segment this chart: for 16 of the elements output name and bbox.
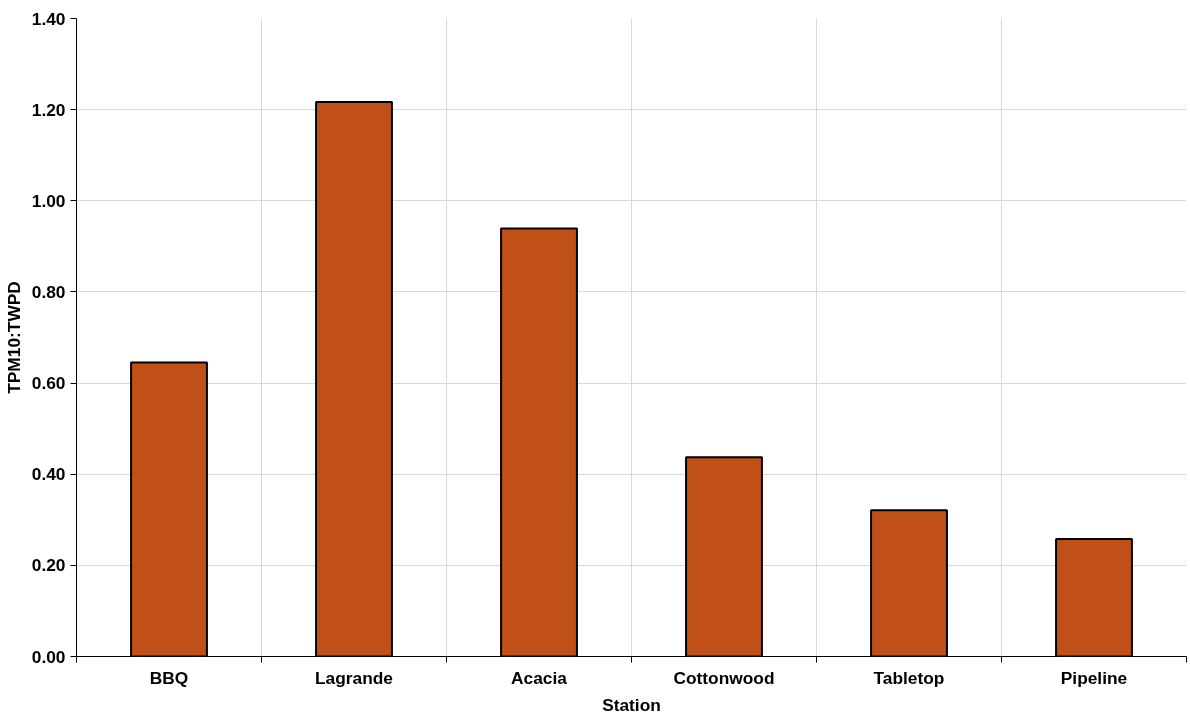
y-axis-title: TPM10:TWPD [3,281,24,394]
y-tick-label: 1.20 [31,99,66,120]
y-tick-label: 0.80 [31,281,66,302]
x-tick-label: Pipeline [1060,667,1128,688]
x-axis-title: Station [602,694,661,715]
x-tick-label: Tabletop [873,667,945,688]
y-tick-label: 0.00 [31,646,66,667]
y-tick-label: 0.20 [31,555,66,576]
x-tick-label: Lagrande [315,667,394,688]
x-tick-label: BBQ [149,667,189,688]
y-tick-label: 1.40 [31,8,66,29]
y-tick-label: 0.40 [31,464,66,485]
x-tick-label: Cottonwood [673,667,775,688]
y-tick-label: 0.60 [31,373,66,394]
x-tick-label: Acacia [511,667,568,688]
y-tick-label: 1.00 [31,190,66,211]
